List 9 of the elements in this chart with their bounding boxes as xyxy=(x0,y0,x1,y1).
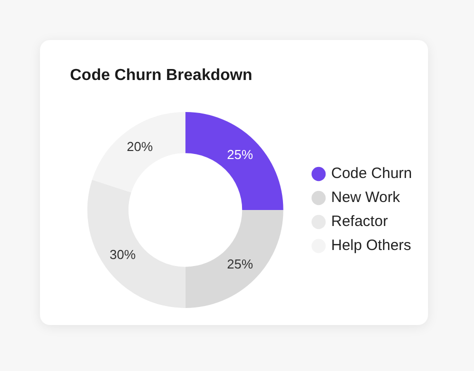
legend-label: Refactor xyxy=(331,213,388,230)
legend-label: Code Churn xyxy=(331,165,412,182)
legend-label: New Work xyxy=(331,189,401,206)
legend-label: Help Others xyxy=(331,237,412,254)
data-label: 30% xyxy=(110,247,136,262)
data-label: 20% xyxy=(126,138,154,154)
data-label: 25% xyxy=(227,146,254,162)
data-label: 25% xyxy=(227,256,254,272)
chart-title: Code Churn Breakdown xyxy=(70,67,252,85)
